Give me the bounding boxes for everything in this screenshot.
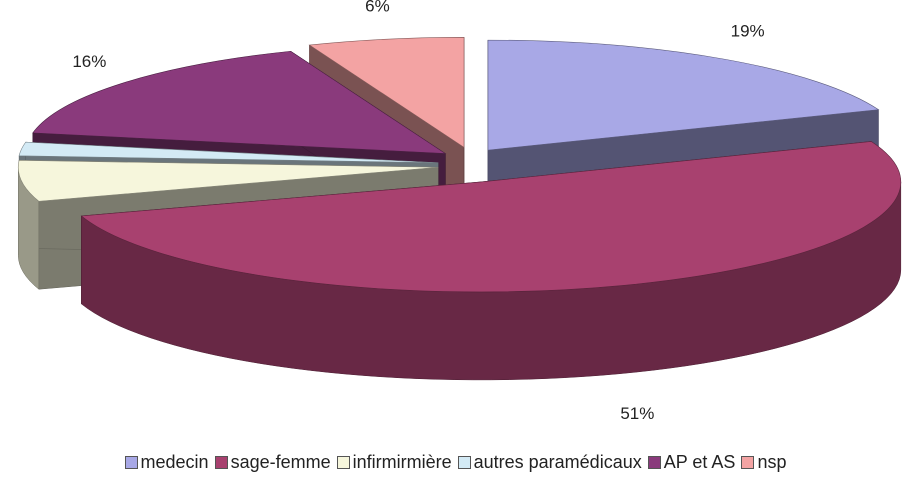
legend-swatch [214, 456, 228, 469]
legend-item: sage-femme [214, 452, 331, 473]
legend-swatch [741, 456, 755, 469]
legend-item: medecin [124, 452, 209, 473]
slice [17, 160, 439, 202]
legend-swatch [457, 456, 471, 469]
data-label: 51% [620, 404, 654, 423]
legend-label: AP et AS [663, 452, 736, 472]
legend-item: autres paramédicaux [457, 452, 642, 473]
legend: medecin sage-femme infirmirmière autres par… [0, 452, 911, 473]
data-label: 16% [72, 52, 106, 71]
legend-swatch [124, 456, 138, 469]
legend-item: infirmirmière [336, 452, 452, 473]
slice [18, 141, 439, 164]
slice [487, 39, 880, 151]
slice [80, 141, 902, 293]
legend-swatch [336, 456, 350, 469]
legend-label: infirmirmière [352, 452, 452, 472]
legend-label: nsp [757, 452, 787, 472]
legend-label: sage-femme [230, 452, 331, 472]
data-label: 19% [731, 21, 765, 40]
legend-label: autres paramédicaux [473, 452, 642, 472]
legend-swatch [647, 456, 661, 469]
data-label: 6% [365, 0, 390, 15]
legend-item: nsp [741, 452, 786, 473]
slice [308, 37, 465, 148]
chart: 19%51%6%2%16%6% [17, 0, 902, 423]
legend-label: medecin [140, 452, 209, 472]
legend-item: AP et AS [647, 452, 736, 473]
slice [32, 50, 447, 154]
